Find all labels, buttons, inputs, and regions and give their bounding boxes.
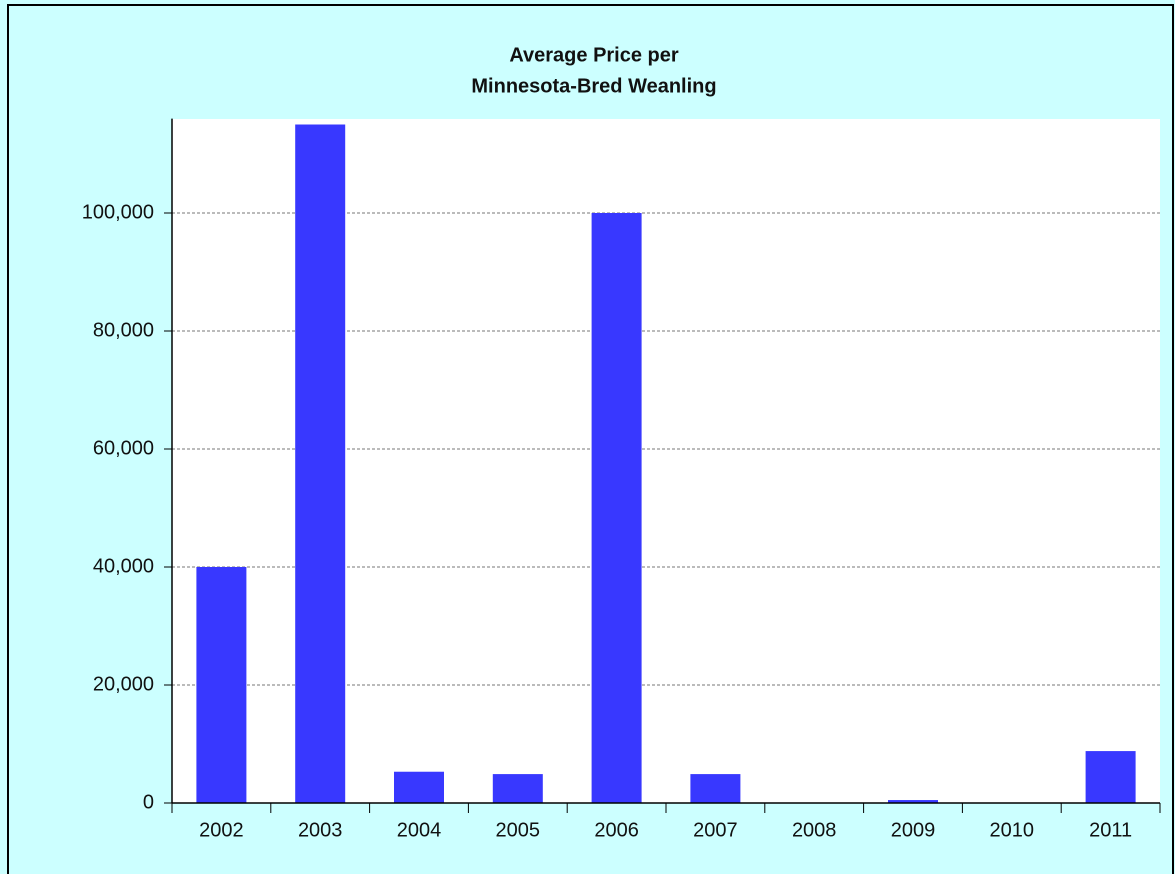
bar [690,774,741,803]
x-tick-label: 2008 [792,819,837,841]
y-tick-label: 20,000 [93,673,154,695]
bar [196,567,247,803]
frame [7,4,1174,874]
bar [591,213,642,803]
x-tick-label: 2004 [397,819,442,841]
y-tick-label: 80,000 [93,319,154,341]
bar [888,800,938,803]
bar [295,124,346,803]
x-tick-label: 2002 [199,819,244,841]
y-tick-label: 40,000 [93,555,154,577]
x-tick-label: 2010 [990,819,1035,841]
bar [394,771,444,803]
chart-title: Average Price per [509,44,679,66]
x-tick-label: 2005 [496,819,541,841]
x-tick-label: 2011 [1089,819,1132,841]
bar [1085,751,1136,803]
y-tick-label: 0 [143,791,154,813]
chart-title: Minnesota-Bred Weanling [471,75,716,97]
bar [492,774,543,803]
x-tick-label: 2009 [891,819,936,841]
y-tick-label: 100,000 [82,201,154,223]
x-tick-label: 2007 [693,819,738,841]
x-tick-label: 2003 [298,819,343,841]
y-tick-label: 60,000 [93,437,154,459]
x-tick-label: 2006 [594,819,639,841]
